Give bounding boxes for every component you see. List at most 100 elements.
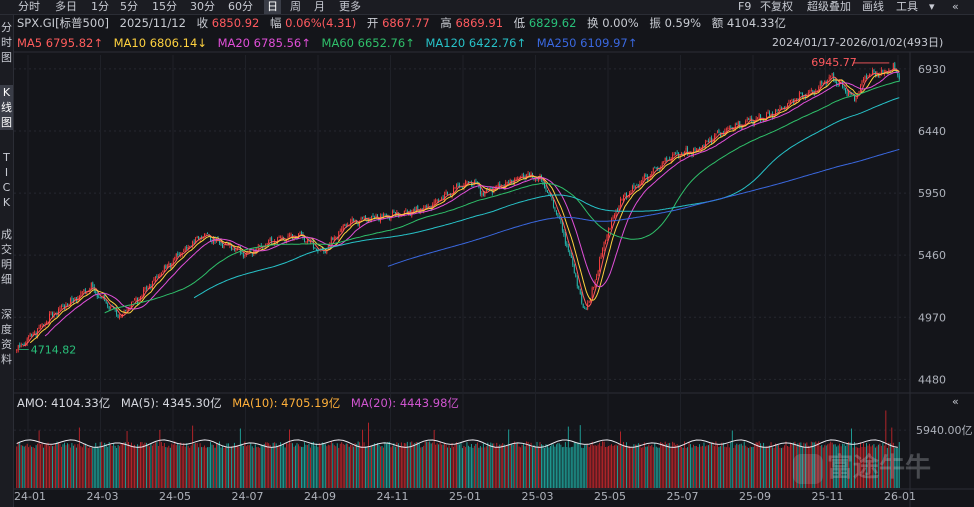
volume-bar xyxy=(362,429,364,488)
volume-bar xyxy=(630,447,632,488)
f9-button[interactable]: F9 xyxy=(738,0,752,13)
candle-body xyxy=(61,305,62,308)
volume-bar xyxy=(696,445,697,488)
sidebar-item-depth[interactable]: 深 度 资 料 xyxy=(1,308,12,366)
volume-bar xyxy=(467,445,469,488)
tools-dropdown-icon[interactable]: ▾ xyxy=(929,0,935,13)
volume-ma-line xyxy=(16,439,898,448)
volume-bar xyxy=(813,442,815,488)
sidebar-item-kline[interactable]: K 线 图 xyxy=(0,85,13,130)
candle-body xyxy=(68,304,70,306)
amount-value: 4104.33亿 xyxy=(726,16,786,30)
volume-bar xyxy=(20,445,22,488)
volume-bar xyxy=(430,443,432,488)
ma-legend-row: MA5 6795.82↑ MA10 6806.14↓ MA20 6785.56↑… xyxy=(17,35,644,51)
turnover-label: 换 xyxy=(587,16,599,30)
volume-bar xyxy=(836,446,838,488)
volume-tick-label: 5940.00亿 xyxy=(916,424,973,437)
tab-month[interactable]: 月 xyxy=(314,0,325,13)
volume-bar xyxy=(891,427,893,488)
draw-line-button[interactable]: 画线 xyxy=(862,0,884,13)
candle-body xyxy=(849,91,851,95)
volume-bar xyxy=(387,441,389,488)
volume-bar xyxy=(335,446,337,488)
volume-bar xyxy=(286,443,288,488)
sidebar-item-trades[interactable]: 成 交 明 细 xyxy=(1,228,12,286)
candle-body xyxy=(702,145,703,148)
candle-body xyxy=(134,299,135,301)
volume-bar xyxy=(92,447,94,488)
tab-week[interactable]: 周 xyxy=(290,0,301,13)
volume-bar xyxy=(38,430,40,488)
volume-bar xyxy=(669,442,671,488)
candle-body xyxy=(213,238,214,244)
collapse-icon[interactable]: « xyxy=(952,0,959,13)
volume-bar xyxy=(560,444,562,488)
candle-body xyxy=(351,219,353,222)
volume-bar xyxy=(196,443,198,488)
candle-body xyxy=(834,79,836,82)
volume-bar xyxy=(691,447,693,488)
volume-bar xyxy=(539,442,541,488)
volume-bar xyxy=(800,442,802,488)
volume-bar xyxy=(183,443,185,488)
candle-body xyxy=(672,154,674,160)
candle-body xyxy=(836,81,838,85)
volume-bar xyxy=(828,443,830,488)
tab-1min[interactable]: 1分 xyxy=(91,0,109,13)
volume-bar xyxy=(148,446,150,488)
volume-bar xyxy=(128,441,129,488)
volume-bar xyxy=(28,447,30,488)
tab-15min[interactable]: 15分 xyxy=(152,0,177,13)
volume-bar xyxy=(567,426,569,488)
candle-body xyxy=(560,217,562,223)
tab-5min[interactable]: 5分 xyxy=(120,0,138,13)
volume-bar xyxy=(833,444,835,488)
sidebar-item-tick[interactable]: T I C K xyxy=(2,151,11,209)
tab-fenshi[interactable]: 分时 xyxy=(18,0,40,13)
amplitude-value: 0.59% xyxy=(664,16,702,30)
volume-bar xyxy=(530,442,532,488)
volume-bar xyxy=(447,447,449,488)
volume-bar xyxy=(694,446,696,488)
candle-body xyxy=(736,124,738,126)
candle-body xyxy=(372,215,374,217)
tools-button[interactable]: 工具 xyxy=(896,0,918,13)
volume-bar xyxy=(545,444,547,488)
ma-line-ma5 xyxy=(22,68,900,347)
volume-bar xyxy=(345,443,347,488)
volume-bar xyxy=(96,446,98,488)
candle-body xyxy=(29,333,31,337)
date-range-selector[interactable]: 2024/01/17-2026/01/02(493日) xyxy=(772,35,943,51)
high-value: 6869.91 xyxy=(455,16,504,30)
no-adjust-button[interactable]: 不复权 xyxy=(760,0,793,13)
candle-body xyxy=(697,148,699,151)
ma-line-ma20 xyxy=(44,71,900,337)
candle-body xyxy=(682,152,684,155)
volume-bar xyxy=(71,443,73,488)
volume-bar xyxy=(174,441,176,488)
sidebar-item-timeshare[interactable]: 分 时 图 xyxy=(1,21,12,64)
candle-body xyxy=(332,237,334,240)
candle-body xyxy=(657,167,659,169)
x-tick-label: 24-01 xyxy=(14,490,46,503)
volume-bar xyxy=(490,442,492,488)
tab-60min[interactable]: 60分 xyxy=(228,0,253,13)
candle-body xyxy=(775,110,776,115)
candle-body xyxy=(19,344,21,348)
volume-bar xyxy=(643,442,645,488)
tab-30min[interactable]: 30分 xyxy=(190,0,215,13)
tab-more[interactable]: 更多 xyxy=(339,0,361,13)
candle-body xyxy=(363,216,365,218)
volume-bar xyxy=(162,446,164,488)
candle-body xyxy=(848,91,850,97)
tab-day[interactable]: 日 xyxy=(264,0,281,14)
volume-panel-collapse-icon[interactable]: « xyxy=(952,395,959,408)
candle-body xyxy=(150,285,152,288)
tab-multi-day[interactable]: 多日 xyxy=(55,0,77,13)
volume-bar xyxy=(259,447,261,488)
super-overlay-button[interactable]: 超级叠加 xyxy=(807,0,851,13)
volume-bar xyxy=(491,443,493,488)
candle-body xyxy=(678,152,680,158)
